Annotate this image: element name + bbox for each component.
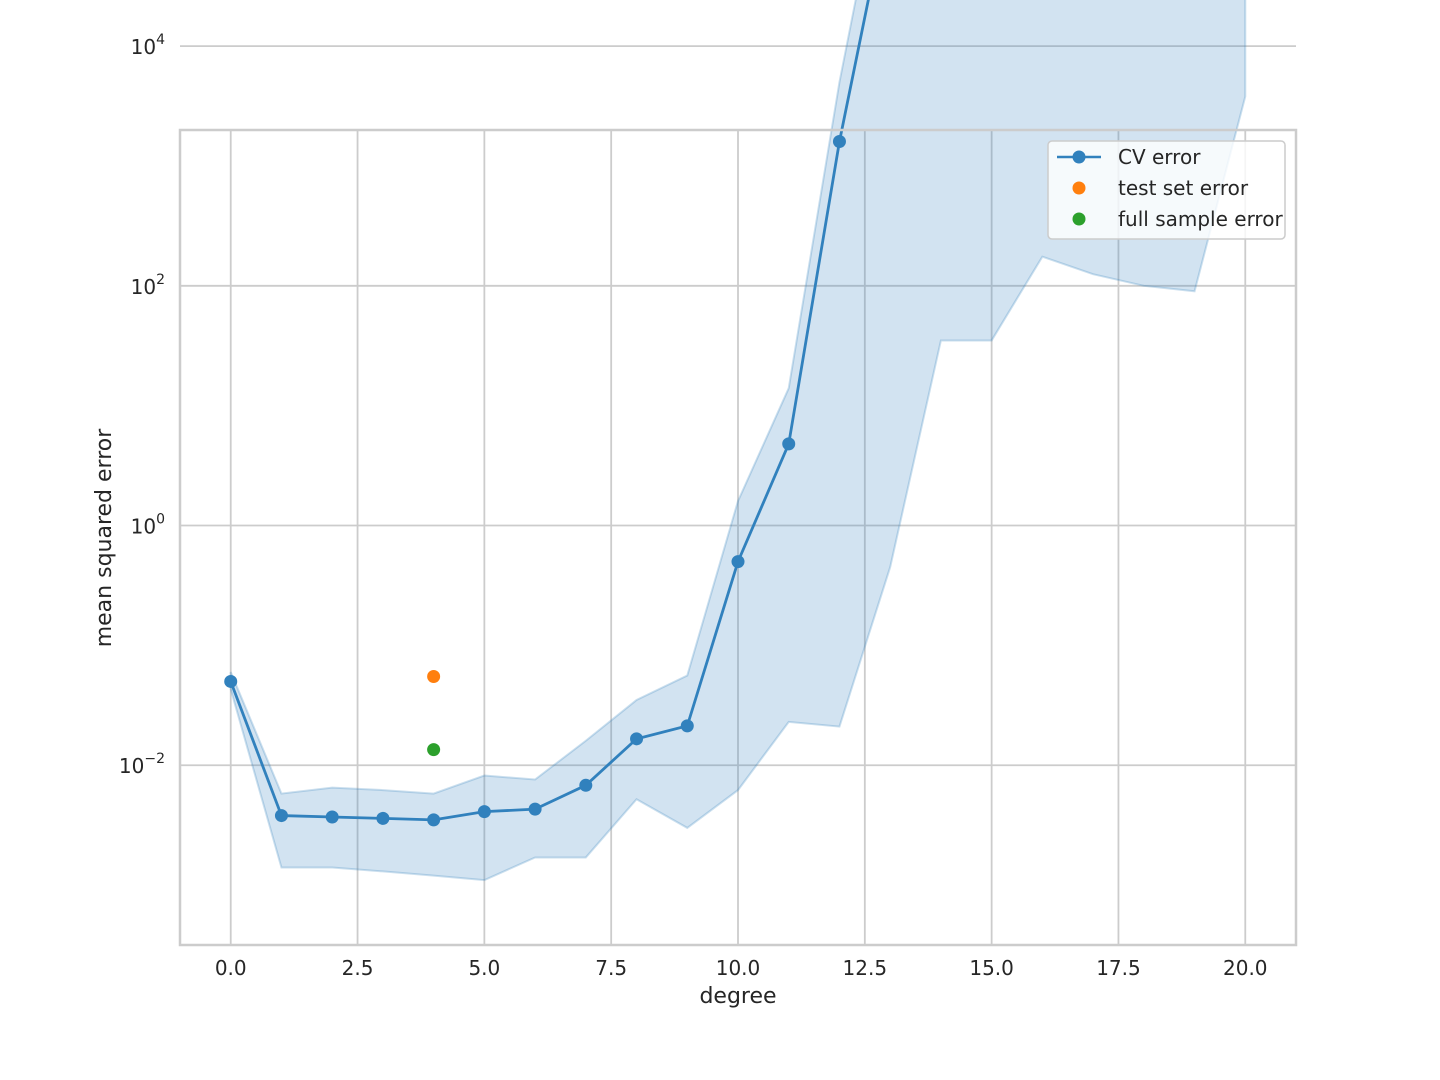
cv-error-point xyxy=(579,778,593,792)
y-tick-labels: 10−2100102104106108 xyxy=(119,32,165,778)
x-tick-label: 10.0 xyxy=(716,956,761,980)
x-tick-label: 12.5 xyxy=(843,956,888,980)
legend-box xyxy=(1047,140,1286,240)
plot-frame xyxy=(178,128,1298,947)
y-tick-label: 104 xyxy=(131,32,165,59)
x-tick-label: 15.0 xyxy=(969,956,1014,980)
cv-error-point xyxy=(782,437,796,451)
cv-error-band xyxy=(229,0,1247,882)
cv-error-point xyxy=(731,555,745,569)
legend-label-cv-error: CV error xyxy=(1118,145,1201,169)
x-tick-label: 17.5 xyxy=(1096,956,1141,980)
x-tick-label: 0.0 xyxy=(215,956,247,980)
confidence-band xyxy=(229,0,1247,882)
cv-error-point xyxy=(376,811,390,825)
y-tick-label: 10−2 xyxy=(119,751,165,778)
x-axis-label: degree xyxy=(699,984,776,1009)
legend-label-full-sample-error: full sample error xyxy=(1118,207,1283,231)
legend: CV error test set error full sample erro… xyxy=(1047,140,1286,240)
data-series xyxy=(224,0,870,827)
full-sample-error-point xyxy=(427,743,441,757)
y-axis-label: mean squared error xyxy=(92,428,117,648)
cv-error-point xyxy=(477,805,491,819)
cv-error-point xyxy=(274,809,288,823)
cv-error-point xyxy=(224,674,238,688)
x-tick-labels: 0.0 2.5 5.0 7.5 10.0 12.5 15.0 17.5 20.0 xyxy=(215,956,1268,980)
cv-error-point xyxy=(528,802,542,816)
x-tick-label: 7.5 xyxy=(595,956,627,980)
legend-label-test-set-error: test set error xyxy=(1118,176,1249,200)
x-tick-label: 2.5 xyxy=(342,956,374,980)
test-set-error-point xyxy=(427,669,441,683)
cv-error-point xyxy=(680,719,694,733)
cv-error-point xyxy=(630,732,644,746)
y-tick-label: 100 xyxy=(131,512,165,539)
legend-marker-cv-error xyxy=(1072,150,1086,164)
legend-marker-full-sample-error xyxy=(1072,212,1086,226)
x-tick-label: 20.0 xyxy=(1223,956,1268,980)
cv-error-point xyxy=(325,810,339,824)
grid-lines xyxy=(180,45,1296,945)
legend-marker-test-set-error xyxy=(1072,181,1086,195)
cv-error-point xyxy=(427,813,441,827)
cv-error-point xyxy=(832,134,846,148)
x-tick-label: 5.0 xyxy=(468,956,500,980)
y-tick-label: 102 xyxy=(131,272,165,299)
